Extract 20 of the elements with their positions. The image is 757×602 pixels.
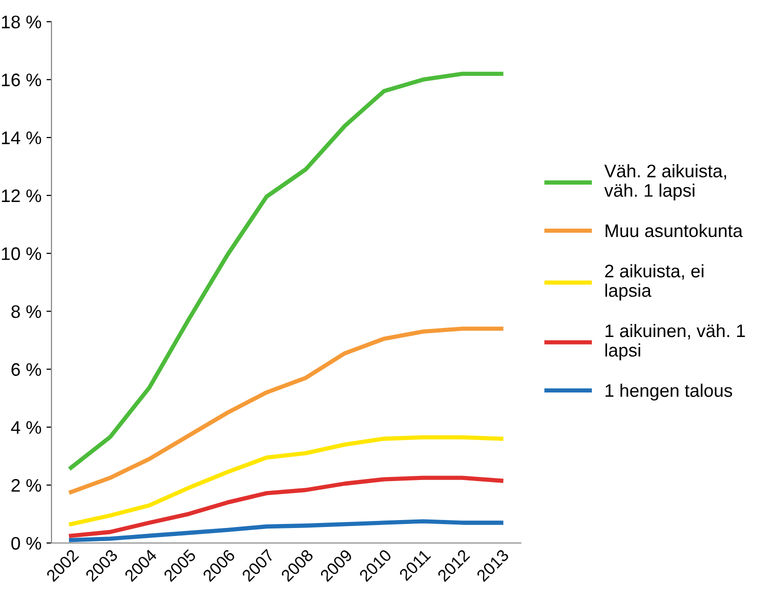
line-series xyxy=(68,476,504,538)
y-tick-label: 2 % xyxy=(12,479,42,492)
line-series xyxy=(68,519,504,542)
line-series xyxy=(68,326,504,494)
y-tick-label: 16 % xyxy=(2,74,42,86)
legend-label: Muu asuntokunta xyxy=(606,224,743,238)
y-tick-label: 12 % xyxy=(2,189,42,202)
legend-label: 2 aikuista, ei lapsia xyxy=(605,264,704,300)
y-tick-label: 0 % xyxy=(11,536,42,550)
line-series xyxy=(68,72,504,470)
y-tick-label: 10 % xyxy=(2,247,42,260)
legend-label: 1 hengen talous xyxy=(606,384,732,401)
y-tick-label: 14 % xyxy=(2,132,42,144)
legend-label: Väh. 2 aikuista, väh. 1 lapsi xyxy=(604,164,726,200)
legend-label: 1 aikuinen, väh. 1 lapsi xyxy=(605,324,745,360)
y-tick-label: 18 % xyxy=(2,16,42,28)
y-tick-label: 4 % xyxy=(11,421,42,434)
y-tick-label: 6 % xyxy=(12,363,42,376)
line-series xyxy=(68,435,504,526)
y-tick-label: 8 % xyxy=(11,305,42,318)
